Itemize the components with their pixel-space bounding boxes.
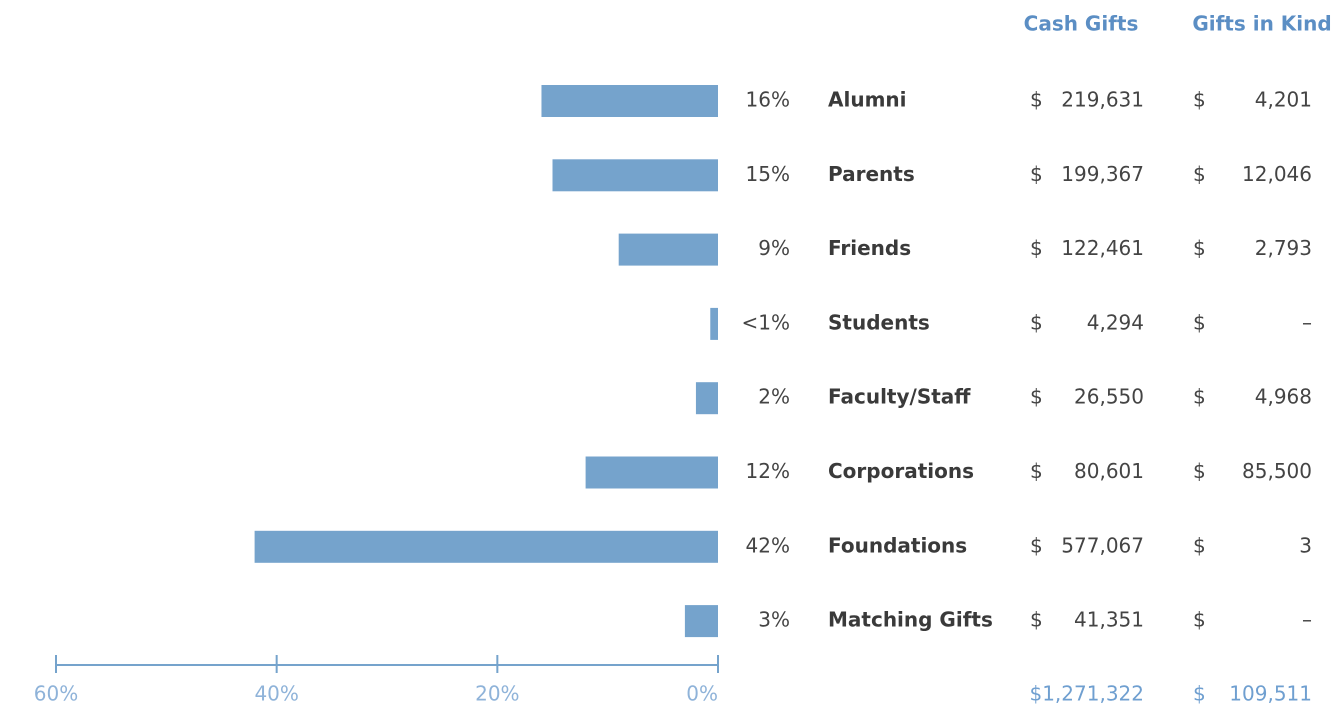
gift-in-kind: 2,793 [1255, 236, 1312, 260]
currency: $ [1193, 162, 1206, 186]
category-label: Alumni [828, 88, 907, 112]
bar [254, 530, 718, 563]
column-header: Gifts in Kind [1192, 12, 1331, 36]
value-label: 16% [746, 88, 790, 112]
cash-gift: 26,550 [1074, 385, 1144, 409]
currency: $ [1030, 88, 1043, 112]
currency: $ [1030, 236, 1043, 260]
currency: $ [1193, 608, 1206, 632]
cash-gift: 122,461 [1061, 236, 1144, 260]
category-label: Friends [828, 236, 911, 260]
cash-gift: 219,631 [1061, 88, 1144, 112]
currency: $ [1030, 310, 1043, 334]
cash-gift: 199,367 [1061, 162, 1144, 186]
currency: $ [1030, 533, 1043, 557]
x-tick-label: 20% [475, 682, 519, 706]
currency: $ [1030, 459, 1043, 483]
bar [684, 605, 718, 638]
category-label: Students [828, 310, 930, 334]
currency: $ [1193, 533, 1206, 557]
bar [552, 159, 718, 192]
cash-gift: 577,067 [1061, 533, 1144, 557]
bar [618, 233, 718, 266]
bar [585, 456, 718, 489]
value-label: 9% [758, 236, 790, 260]
gift-in-kind: – [1302, 608, 1312, 632]
category-label: Parents [828, 162, 915, 186]
currency: $ [1193, 385, 1206, 409]
currency: $ [1193, 459, 1206, 483]
value-label: 2% [758, 385, 790, 409]
total: $1,271,322 [1029, 682, 1144, 706]
total: 109,511 [1229, 682, 1312, 706]
gift-in-kind: – [1302, 310, 1312, 334]
category-label: Foundations [828, 533, 967, 557]
gift-in-kind: 4,968 [1255, 385, 1312, 409]
column-header: Cash Gifts [1024, 12, 1139, 36]
gift-in-kind: 12,046 [1242, 162, 1312, 186]
currency: $ [1193, 682, 1206, 706]
value-label: 15% [746, 162, 790, 186]
value-label: <1% [742, 310, 791, 334]
bar [541, 85, 718, 117]
bar [710, 307, 718, 340]
gift-in-kind: 4,201 [1255, 88, 1312, 112]
category-label: Corporations [828, 459, 974, 483]
value-label: 12% [746, 459, 790, 483]
currency: $ [1193, 310, 1206, 334]
x-tick-label: 60% [34, 682, 78, 706]
category-label: Matching Gifts [828, 608, 993, 632]
currency: $ [1193, 88, 1206, 112]
cash-gift: 4,294 [1087, 310, 1144, 334]
cash-gift: 80,601 [1074, 459, 1144, 483]
cash-gift: 41,351 [1074, 608, 1144, 632]
x-tick-label: 40% [254, 682, 298, 706]
currency: $ [1030, 385, 1043, 409]
currency: $ [1193, 236, 1206, 260]
bar [695, 382, 718, 415]
gift-in-kind: 85,500 [1242, 459, 1312, 483]
x-tick-label: 0% [686, 682, 718, 706]
value-label: 42% [746, 533, 790, 557]
value-label: 3% [758, 608, 790, 632]
category-label: Faculty/Staff [828, 385, 971, 409]
gift-in-kind: 3 [1299, 533, 1312, 557]
currency: $ [1030, 608, 1043, 632]
currency: $ [1030, 162, 1043, 186]
